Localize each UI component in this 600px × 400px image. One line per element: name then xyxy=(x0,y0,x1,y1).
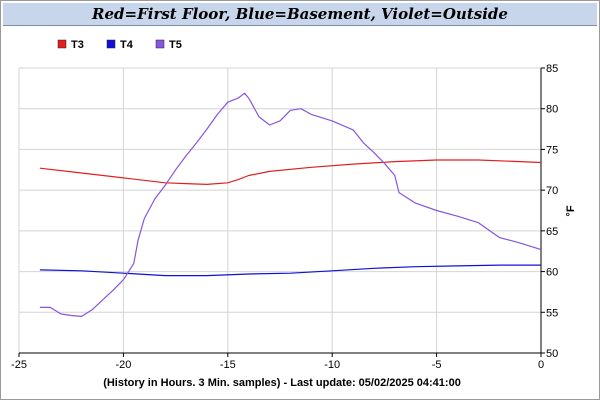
chart-title: Red=First Floor, Blue=Basement, Violet=O… xyxy=(3,3,597,26)
series-lines xyxy=(39,92,542,317)
y-tick-label: 80 xyxy=(546,104,558,116)
x-axis-label: (History in Hours. 3 Min. samples) - Las… xyxy=(103,377,461,389)
legend-swatch-t3 xyxy=(57,39,67,49)
y-tick-label: 65 xyxy=(546,226,558,238)
legend-swatch-t5 xyxy=(155,39,165,49)
legend-label-t5: T5 xyxy=(169,39,182,51)
legend-label-t3: T3 xyxy=(71,39,84,51)
y-tick-label: 50 xyxy=(546,348,558,360)
x-tick-label: -15 xyxy=(220,359,236,371)
y-tick-label: 75 xyxy=(546,144,558,156)
legend-swatch-t4 xyxy=(106,39,116,49)
x-tick-label: -5 xyxy=(432,359,442,371)
y-tick-label: 60 xyxy=(546,267,558,279)
series-line-t5 xyxy=(39,92,542,317)
series-line-t3 xyxy=(39,159,542,185)
plot-background xyxy=(19,68,541,353)
y-tick-label: 55 xyxy=(546,307,558,319)
y-tick-label: 70 xyxy=(546,185,558,197)
y-tick-label: 85 xyxy=(546,63,558,75)
legend-label-t4: T4 xyxy=(120,39,134,51)
grid-lines xyxy=(18,67,542,354)
legend: T3 T4 T5 xyxy=(57,39,182,51)
axes: -25 -20 -15 -10 -5 050 55 60 65 70 75 80 85 xyxy=(11,63,558,371)
series-line-t4 xyxy=(39,264,541,277)
x-tick-label: 0 xyxy=(538,359,544,371)
x-tick-label: -10 xyxy=(324,359,340,371)
x-tick-label: -25 xyxy=(11,359,27,371)
x-tick-label: -20 xyxy=(115,359,131,371)
y-axis-label: °F xyxy=(565,205,577,216)
